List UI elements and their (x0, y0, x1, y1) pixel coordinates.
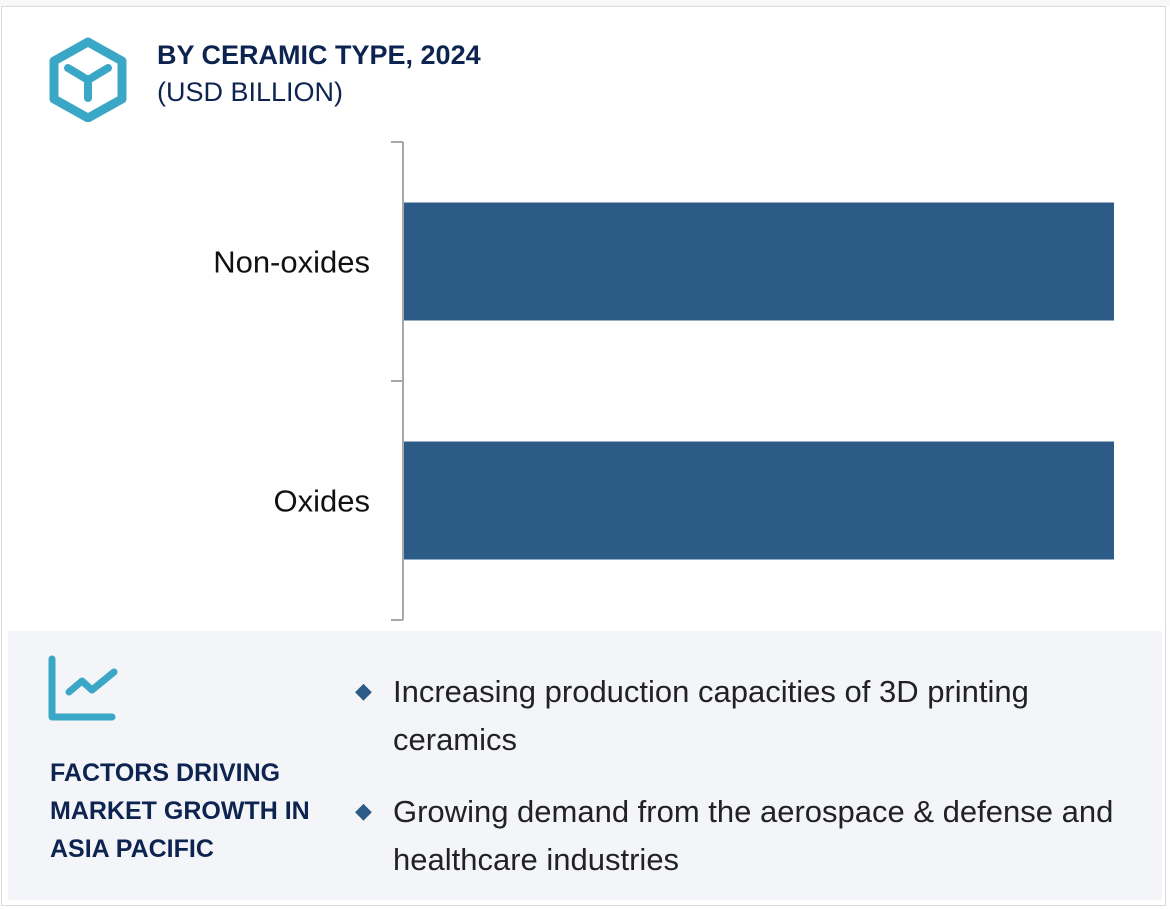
hexagon-cube-icon (49, 37, 127, 122)
bar-non-oxides (404, 202, 1114, 321)
diamond-bullet-icon: ◆ (355, 678, 372, 703)
bar-oxides (404, 441, 1114, 560)
category-label: Non-oxides (213, 245, 370, 280)
chart-title: BY CERAMIC TYPE, 2024 (157, 40, 481, 70)
bar-chart: Non-oxides Oxides (213, 141, 1114, 621)
factor-item: Growing demand from the aerospace & defe… (393, 794, 1114, 877)
top-strip (0, 0, 1170, 6)
diamond-bullet-icon: ◆ (355, 798, 372, 823)
factors-heading-line: MARKET GROWTH IN (50, 797, 310, 825)
chart-subtitle: (USD BILLION) (157, 77, 344, 107)
factors-panel (8, 631, 1162, 900)
category-label: Oxides (274, 484, 370, 519)
factor-item: Increasing production capacities of 3D p… (393, 674, 1029, 757)
factors-heading-line: ASIA PACIFIC (50, 835, 214, 863)
panel-frame (1, 6, 1166, 906)
factors-heading-line: FACTORS DRIVING (50, 759, 281, 787)
factors-heading: FACTORS DRIVING MARKET GROWTH IN ASIA PA… (50, 754, 310, 868)
line-chart-icon (48, 655, 118, 721)
